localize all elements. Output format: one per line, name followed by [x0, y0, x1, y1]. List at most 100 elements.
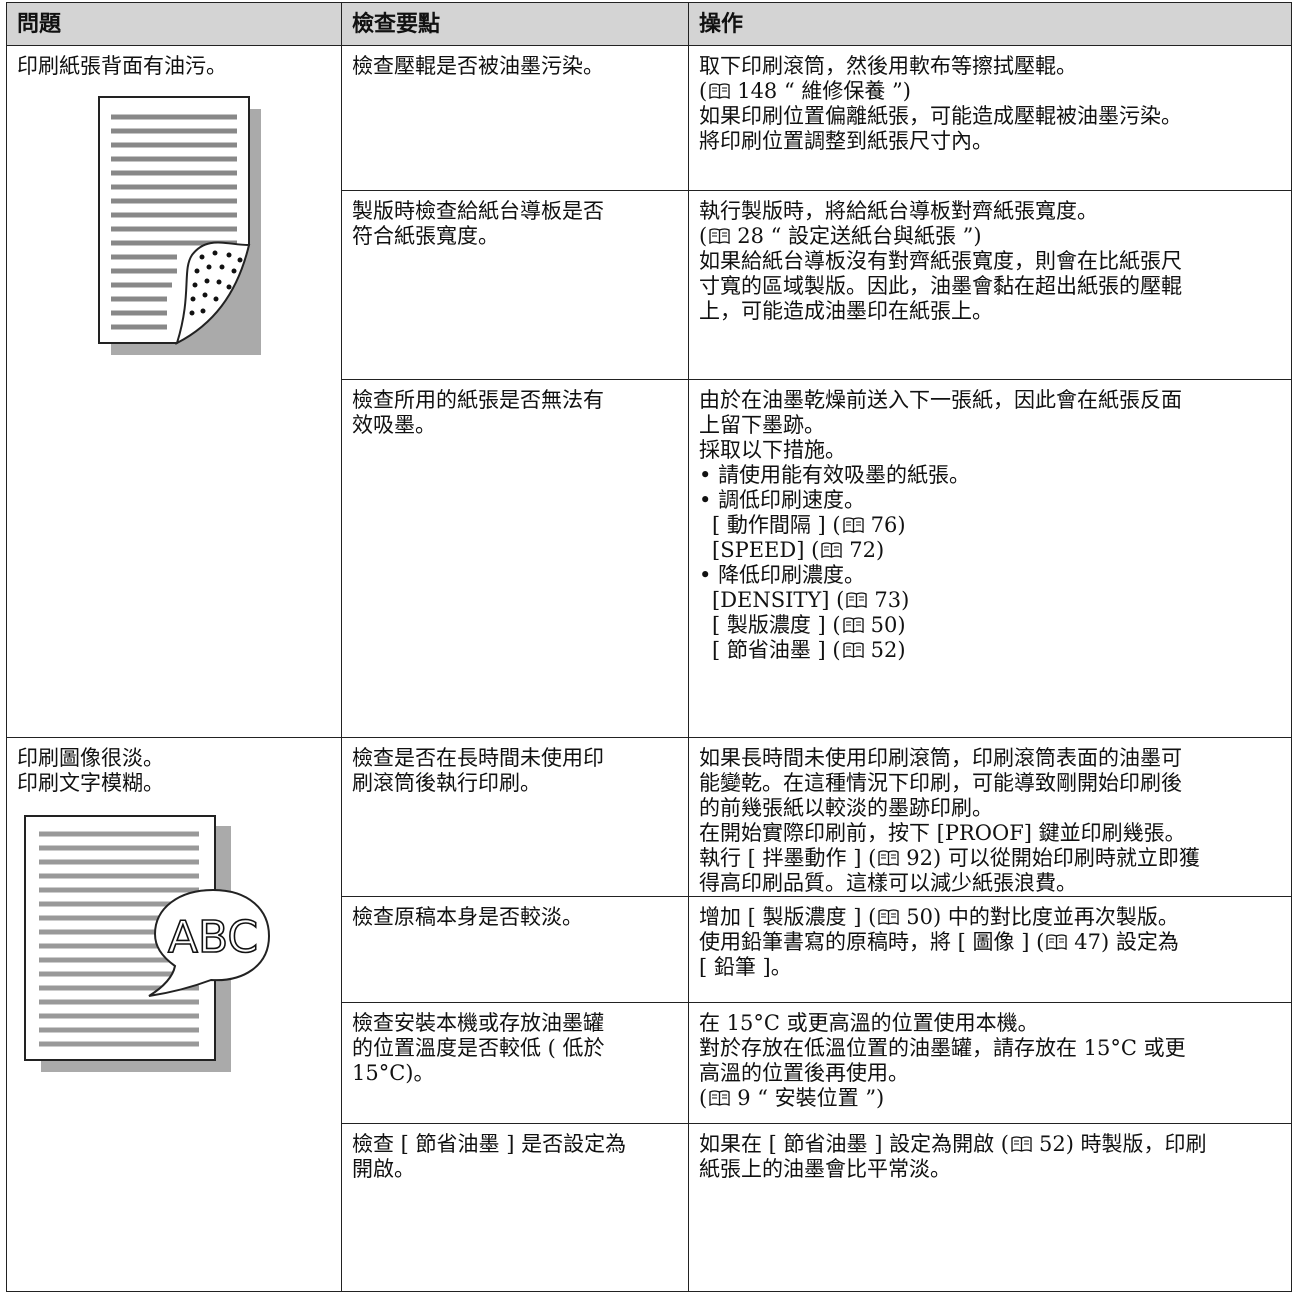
text: 如果長時間未使用印刷滾筒，印刷滾筒表面的油墨可: [699, 746, 1182, 770]
text-line: 執行製版時，將給紙台導板對齊紙張寬度。: [699, 199, 1281, 224]
check-text: 製版時檢查給紙台導板是否: [352, 199, 604, 223]
text: (: [699, 224, 708, 248]
text: 由於在油墨乾燥前送入下一張紙，因此會在紙張反面: [699, 388, 1182, 412]
text-line: 如果在 [ 節省油墨 ] 設定為開啟 ( 52) 時製版，印刷: [699, 1132, 1281, 1157]
text-line: 使用鉛筆書寫的原稿時，將 [ 圖像 ] ( 47) 設定為: [699, 930, 1281, 955]
text: 的前幾張紙以較淡的墨跡印刷。: [699, 796, 993, 820]
text-line: 採取以下措施。: [699, 438, 1281, 463]
text: 使用鉛筆書寫的原稿時，將 [ 圖像 ] (: [699, 930, 1045, 954]
text: 72): [849, 538, 885, 562]
text-line: 在開始實際印刷前，按下 [PROOF] 鍵並印刷幾張。: [699, 821, 1281, 846]
text: 高溫的位置後再使用。: [699, 1061, 909, 1085]
table-row: 檢查 [ 節省油墨 ] 是否設定為 開啟。 如果在 [ 節省油墨 ] 設定為開啟 (…: [7, 1123, 1292, 1292]
text-line: 在 15°C 或更高溫的位置使用本機。: [699, 1011, 1281, 1036]
text: 取下印刷滾筒，然後用軟布等擦拭壓輥。: [699, 54, 1077, 78]
text: [ 動作間隔 ] (: [712, 513, 841, 537]
text-line: 如果長時間未使用印刷滾筒，印刷滾筒表面的油墨可: [699, 746, 1281, 771]
text-line: [DENSITY] (73): [699, 588, 1281, 613]
text-line: [ 製版濃度 ] (50): [699, 613, 1281, 638]
book-icon: [842, 614, 864, 634]
text-line: (9 “ 安裝位置 ”): [699, 1086, 1281, 1111]
text: 紙張上的油墨會比平常淡。: [699, 1157, 951, 1181]
book-icon: [1046, 931, 1067, 951]
book-icon: [709, 1087, 730, 1107]
bullet-item: 調低印刷速度。: [699, 488, 1281, 513]
check-text: 15°C)。: [352, 1061, 435, 1085]
table-row: 印刷圖像很淡。 印刷文字模糊。 ABC 檢查是否在長時間未使用印 刷滾筒後執行印刷。…: [6, 737, 1292, 1292]
check-text: 檢查所用的紙張是否無法有: [352, 388, 604, 412]
book-icon: [709, 80, 730, 100]
text: 寸寬的區域製版。因此，油墨會黏在超出紙張的壓輥: [699, 274, 1182, 298]
text: 9 “ 安裝位置 ”): [737, 1086, 885, 1110]
text: 上留下墨跡。: [699, 413, 825, 437]
text: 如果印刷位置偏離紙張，可能造成壓輥被油墨污染。: [699, 104, 1182, 128]
action-cell: 在 15°C 或更高溫的位置使用本機。 對於存放在低溫位置的油墨罐，請存放在 15…: [688, 1002, 1292, 1124]
faint-print-illustration: ABC: [24, 815, 271, 1072]
text-line: 能變乾。在這種情況下印刷，可能導致剛開始印刷後: [699, 771, 1281, 796]
table-row: 檢查安裝本機或存放油墨罐 的位置溫度是否較低 ( 低於 15°C)。在 15°C 或…: [7, 1002, 1292, 1124]
check-text: 檢查 [ 節省油墨 ] 是否設定為: [352, 1132, 627, 1156]
text: (: [699, 79, 708, 103]
text: 92) 可以從開始印刷時就立即獲: [906, 846, 1200, 870]
problem-cell: 印刷紙張背面有油污。: [6, 45, 342, 738]
text-line: [ 節省油墨 ] ( 52): [699, 638, 1281, 663]
text-line: (148 “ 維修保養 ”): [699, 79, 1281, 104]
text-line: 得高印刷品質。這樣可以減少紙張浪費。: [699, 871, 1281, 896]
text-line: 取下印刷滾筒，然後用軟布等擦拭壓輥。: [699, 54, 1281, 79]
text-line: 將印刷位置調整到紙張尺寸內。: [699, 129, 1281, 154]
text: (: [699, 1086, 708, 1110]
text-line: [ 動作間隔 ] (76): [699, 513, 1281, 538]
check-cell: 檢查安裝本機或存放油墨罐 的位置溫度是否較低 ( 低於 15°C)。: [341, 1002, 689, 1124]
text: 52) 時製版，印刷: [1038, 1132, 1207, 1156]
check-text: 的位置溫度是否較低 ( 低於: [352, 1036, 605, 1060]
oily-paper-illustration: [98, 96, 261, 355]
book-icon: [846, 589, 868, 609]
text: [DENSITY] (: [712, 588, 845, 612]
text-line: 增加 [ 製版濃度 ] ( 50) 中的對比度並再次製版。: [699, 905, 1281, 930]
text: 148 “ 維修保養 ”): [737, 79, 911, 103]
text-line: 對於存放在低溫位置的油墨罐，請存放在 15°C 或更: [699, 1036, 1281, 1061]
book-icon: [842, 514, 864, 534]
text: 增加 [ 製版濃度 ] (: [699, 905, 877, 929]
text: 得高印刷品質。這樣可以減少紙張浪費。: [699, 871, 1077, 895]
book-icon: [1011, 1133, 1032, 1153]
header-cell: 問題: [6, 2, 342, 46]
check-cell: 製版時檢查給紙台導板是否 符合紙張寬度。: [341, 190, 689, 380]
text-line: 如果印刷位置偏離紙張，可能造成壓輥被油墨污染。: [699, 104, 1281, 129]
text-line: 如果給紙台導板沒有對齊紙張寬度，則會在比紙張尺: [699, 249, 1281, 274]
text: 如果給紙台導板沒有對齊紙張寬度，則會在比紙張尺: [699, 249, 1182, 273]
action-cell: 由於在油墨乾燥前送入下一張紙，因此會在紙張反面上留下墨跡。採取以下措施。請使用能…: [688, 379, 1292, 738]
text: 採取以下措施。: [699, 438, 846, 462]
text-line: 執行 [ 拌墨動作 ] ( 92) 可以從開始印刷時就立即獲: [699, 846, 1281, 871]
book-icon: [709, 225, 730, 245]
text: 上，可能造成油墨印在紙張上。: [699, 299, 993, 323]
check-text: 開啟。: [352, 1157, 415, 1181]
text: [SPEED] (: [712, 538, 820, 562]
check-text: 效吸墨。: [352, 413, 436, 437]
table-row: 製版時檢查給紙台導板是否 符合紙張寬度。 執行製版時，將給紙台導板對齊紙張寬度。(2…: [7, 190, 1292, 380]
check-cell: 檢查原稿本身是否較淡。: [341, 896, 689, 1003]
table-row: 檢查原稿本身是否較淡。 增加 [ 製版濃度 ] ( 50) 中的對比度並再次製版。使…: [7, 896, 1292, 1003]
text: [ 節省油墨 ] (: [712, 638, 841, 662]
header-cell: 檢查要點: [341, 2, 689, 46]
text: [ 鉛筆 ]。: [699, 955, 792, 979]
text: 如果在 [ 節省油墨 ] 設定為開啟 (: [699, 1132, 1009, 1156]
text-line: [SPEED] ( 72): [699, 538, 1281, 563]
text-line: 的前幾張紙以較淡的墨跡印刷。: [699, 796, 1281, 821]
text: 47) 設定為: [1074, 930, 1179, 954]
problem-text: 印刷紙張背面有油污。: [17, 54, 227, 78]
text: [ 製版濃度 ] (: [712, 613, 841, 637]
text-line: 寸寬的區域製版。因此，油墨會黏在超出紙張的壓輥: [699, 274, 1281, 299]
text-line: 高溫的位置後再使用。: [699, 1061, 1281, 1086]
text: 執行 [ 拌墨動作 ] (: [699, 846, 877, 870]
problem-text: 印刷文字模糊。: [17, 771, 164, 795]
illustration-text: ABC: [168, 912, 258, 963]
bullet-item: 降低印刷濃度。: [699, 563, 1281, 588]
action-cell: 增加 [ 製版濃度 ] ( 50) 中的對比度並再次製版。 使用鉛筆書寫的原稿時，將…: [688, 896, 1292, 1003]
text: 50) 中的對比度並再次製版。: [906, 905, 1179, 929]
check-text: 檢查壓輥是否被油墨污染。: [352, 54, 604, 78]
text: 對於存放在低溫位置的油墨罐，請存放在 15°C 或更: [699, 1036, 1186, 1060]
header-cell: 操作: [688, 2, 1292, 46]
problem-text: 印刷圖像很淡。: [17, 746, 164, 770]
text: 52): [870, 638, 906, 662]
